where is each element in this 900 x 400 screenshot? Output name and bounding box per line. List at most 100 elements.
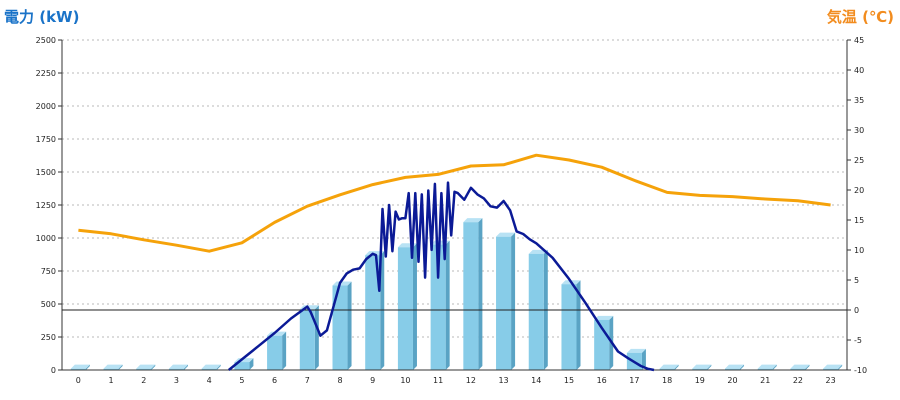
bar-top <box>332 281 352 286</box>
right-tick-label: 40 <box>854 66 864 75</box>
left-tick-label: 2250 <box>36 69 56 78</box>
bar-top <box>692 364 712 369</box>
left-tick-label: 1750 <box>36 135 56 144</box>
right-tick-label: 45 <box>854 36 864 45</box>
right-tick-label: 30 <box>854 126 864 135</box>
bar-side <box>282 331 287 370</box>
power-bar <box>692 368 708 370</box>
bar-side <box>216 364 221 370</box>
power-bar <box>70 368 86 370</box>
x-tick-label: 21 <box>760 376 770 385</box>
left-tick-label: 1250 <box>36 201 56 210</box>
bar-side <box>641 348 646 370</box>
power-bar <box>496 236 512 370</box>
x-tick-label: 15 <box>564 376 574 385</box>
bar-side <box>478 218 483 370</box>
bar-top <box>626 348 646 353</box>
right-tick-label: 25 <box>854 156 864 165</box>
bar-side <box>118 364 123 370</box>
left-tick-label: 1500 <box>36 168 56 177</box>
x-tick-label: 20 <box>727 376 737 385</box>
power-bar <box>299 309 315 370</box>
bar-side <box>674 364 679 370</box>
power-bar <box>463 222 479 370</box>
temperature-line <box>78 153 831 253</box>
right-tick-label: 5 <box>854 276 859 285</box>
power-bar <box>103 368 119 370</box>
left-tick-label: 1000 <box>36 234 56 243</box>
power-bar <box>659 368 675 370</box>
power-bar <box>790 368 806 370</box>
x-tick-label: 1 <box>109 376 114 385</box>
bar-side <box>412 243 417 370</box>
right-tick-label: 10 <box>854 246 864 255</box>
x-tick-label: 22 <box>793 376 803 385</box>
right-tick-label: 35 <box>854 96 864 105</box>
x-tick-label: 7 <box>305 376 310 385</box>
bar-side <box>184 364 189 370</box>
bar-side <box>85 364 90 370</box>
bar-top <box>594 315 614 320</box>
x-tick-label: 14 <box>531 376 541 385</box>
left-tick-label: 500 <box>41 300 56 309</box>
x-tick-label: 2 <box>141 376 146 385</box>
bar-side <box>511 232 516 370</box>
power-bar <box>823 368 839 370</box>
bar-side <box>314 305 319 370</box>
power-bar <box>168 368 185 370</box>
bar-top <box>659 364 679 369</box>
left-tick-label: 250 <box>41 333 56 342</box>
right-axis-title: 気温 (℃) <box>826 8 894 26</box>
bar-side <box>838 364 843 370</box>
x-tick-label: 23 <box>826 376 836 385</box>
left-axis-title: 電力 (kW) <box>4 8 80 26</box>
power-bar <box>267 335 283 370</box>
left-tick-label: 2500 <box>36 36 56 45</box>
bar-side <box>347 281 352 370</box>
power-bar <box>757 368 773 370</box>
power-line <box>228 181 655 372</box>
power-bar <box>201 368 217 370</box>
bar-top <box>496 232 516 237</box>
x-tick-label: 9 <box>370 376 375 385</box>
right-tick-label: 20 <box>854 186 864 195</box>
x-tick-label: 13 <box>498 376 508 385</box>
power-bar <box>561 284 577 370</box>
right-tick-label: -5 <box>854 336 862 345</box>
bar-top <box>70 364 90 369</box>
right-tick-label: 15 <box>854 216 864 225</box>
bar-side <box>707 364 712 370</box>
x-tick-label: 5 <box>239 376 244 385</box>
x-tick-label: 18 <box>662 376 672 385</box>
bar-top <box>463 218 483 223</box>
x-tick-label: 3 <box>174 376 179 385</box>
x-tick-label: 16 <box>597 376 607 385</box>
power-bar <box>430 244 446 370</box>
left-tick-label: 0 <box>51 366 56 375</box>
x-tick-label: 8 <box>337 376 342 385</box>
power-bar <box>234 362 250 370</box>
bar-side <box>805 364 810 370</box>
bar-side <box>151 364 156 370</box>
power-bar <box>724 368 741 370</box>
x-tick-label: 12 <box>466 376 476 385</box>
right-tick-label: -10 <box>854 366 867 375</box>
bar-top <box>823 364 843 369</box>
bar-top <box>168 364 189 369</box>
bar-top <box>757 364 777 369</box>
bar-top <box>103 364 123 369</box>
x-tick-label: 6 <box>272 376 277 385</box>
bar-side <box>249 358 254 370</box>
bar-top <box>724 364 745 369</box>
left-tick-label: 2000 <box>36 102 56 111</box>
right-tick-label: 0 <box>854 306 859 315</box>
x-tick-label: 4 <box>207 376 212 385</box>
x-tick-label: 11 <box>433 376 443 385</box>
bar-side <box>576 280 581 370</box>
bar-side <box>740 364 745 370</box>
left-tick-label: 750 <box>41 267 56 276</box>
bar-top <box>201 364 221 369</box>
x-tick-label: 10 <box>400 376 410 385</box>
bar-top <box>136 364 156 369</box>
